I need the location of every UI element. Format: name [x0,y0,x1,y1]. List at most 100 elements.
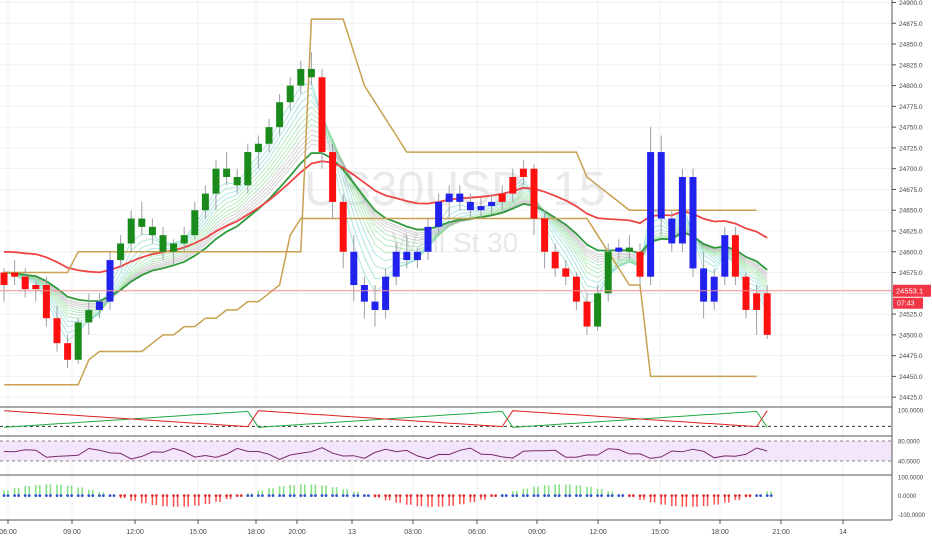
candle-body [297,68,305,86]
histogram-dot [87,494,91,498]
candle-body [382,276,390,310]
histogram-dot [384,494,387,498]
histogram-dot [193,494,197,498]
histogram-dot [112,494,116,498]
candle-body [64,343,72,360]
histogram-dot [553,494,557,498]
histogram-dot [585,494,589,498]
histogram-dot [557,494,561,498]
histogram-dot [2,494,6,498]
histogram-dot [373,494,377,498]
candle [562,260,570,286]
histogram-dot [119,494,122,498]
time-tick-label: 09:00 [528,529,546,536]
candle [477,197,485,219]
price-tick-label: 24875.0 [899,21,923,28]
histogram-dot [367,494,370,498]
chart-axes: 24900.0 24875.0 24850.0 24825.0 24800.0 24775… [0,0,931,536]
candle-body [233,176,241,186]
candle-body [276,102,284,128]
indicator-tick-label: 40.0000 [898,460,920,466]
histogram-dot [229,494,233,498]
candle [307,52,315,86]
histogram-dot [345,494,349,498]
candle-body [0,272,8,286]
candle [731,226,739,286]
candle [21,268,29,298]
candle [11,260,19,286]
histogram-dot [38,494,42,498]
histogram-dot [596,494,599,498]
histogram-dot [564,494,568,498]
candle-body [636,251,644,277]
histogram-dot [600,494,603,498]
candle-body [498,193,506,202]
histogram-dot [589,494,593,498]
candle-body [594,293,602,327]
candle [615,239,623,261]
histogram-dot [702,494,705,498]
candle [551,243,559,277]
histogram-dot [76,494,80,498]
histogram-dot [186,494,190,498]
histogram-dot [536,494,540,498]
histogram-dot [314,494,317,498]
candle-body [488,201,496,207]
histogram-dot [473,494,476,498]
candle-body [318,77,326,153]
candle-body [148,226,156,236]
candle [318,68,326,169]
time-tick-label: 06:00 [468,529,486,536]
histogram-dot [140,494,144,498]
candle [360,276,368,319]
candle [159,226,167,261]
histogram-dot [441,494,444,498]
candle [85,293,93,335]
histogram-dot [621,494,625,498]
histogram-dot [738,494,741,498]
price-candles[interactable] [0,52,771,369]
histogram-dot [526,494,529,498]
time-tick-label: 09:00 [63,529,81,536]
candle [657,135,665,236]
candle-body [615,247,623,252]
price-tick-label: 24675.0 [899,187,923,194]
histogram-dot [500,494,504,498]
candle [148,218,156,244]
candle-body [286,85,294,103]
candle [583,293,591,335]
histogram-dot [17,494,20,498]
histogram-dot [532,494,536,498]
histogram-dot [769,494,773,498]
candle-body [329,152,337,202]
candle-body [424,226,432,252]
histogram-dot [674,494,678,498]
candle [329,143,337,219]
candle [604,243,612,302]
histogram-dot [405,494,409,498]
indicator-tick-label: -100.0000 [898,513,926,519]
time-tick-label: 12:00 [126,529,144,536]
histogram-dot [13,494,16,498]
candle-body [700,268,708,302]
histogram-dot [632,494,635,498]
candle [530,164,538,236]
candle [286,77,294,111]
candle [625,235,633,261]
candle [456,185,464,211]
histogram-dot [257,494,260,498]
candle [435,193,443,236]
lower-band-line [4,217,757,386]
histogram-dot [398,494,402,498]
histogram-dot [161,494,165,498]
candle-body [371,301,379,310]
histogram-dot [155,494,158,498]
histogram-dot [748,494,752,498]
histogram-dot [712,494,716,498]
candle [382,268,390,319]
histogram-dot [267,494,271,498]
candle-body [572,276,580,302]
candle-body [647,152,655,277]
candle-body [509,176,517,194]
